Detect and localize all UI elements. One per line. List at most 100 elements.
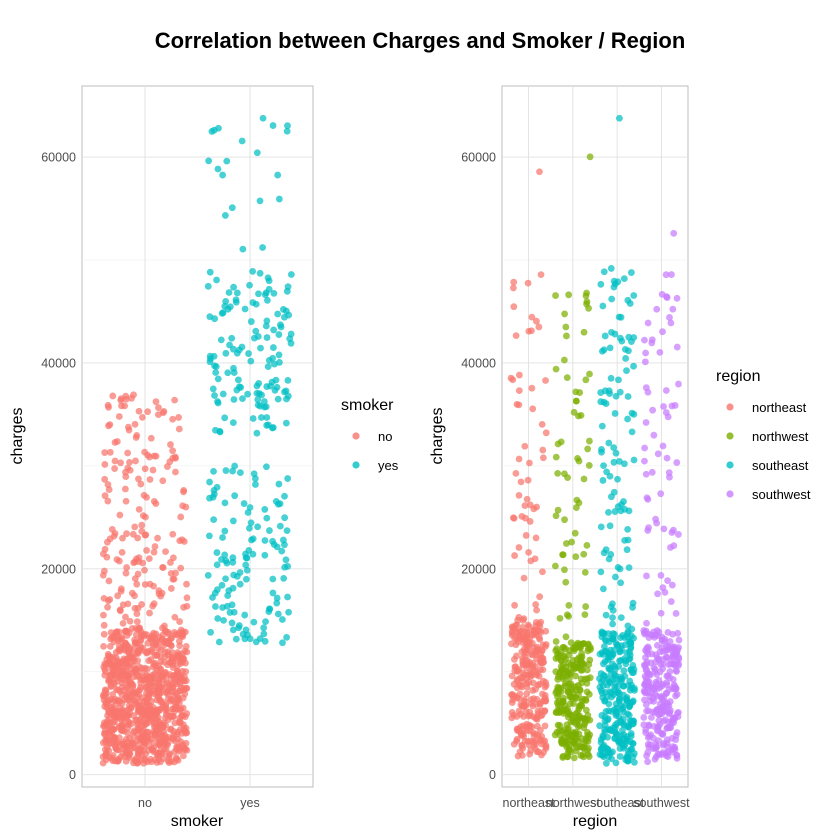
data-point [122, 395, 130, 403]
data-point [230, 571, 238, 579]
data-point [515, 387, 523, 395]
data-point [169, 691, 177, 699]
data-point [162, 706, 170, 714]
data-point [562, 323, 570, 331]
data-point [604, 749, 612, 756]
data-point [135, 475, 142, 483]
data-point [579, 661, 587, 669]
data-point [642, 349, 650, 357]
data-point [131, 604, 139, 612]
data-point [135, 407, 143, 415]
data-point [653, 706, 661, 714]
data-point [150, 548, 158, 556]
data-point [555, 687, 563, 695]
smoker-panel: 0 20000 40000 60000 no yes smoker charges sm… [9, 85, 399, 830]
data-point [171, 737, 179, 745]
data-point [559, 699, 567, 706]
data-point [610, 444, 618, 452]
data-point [651, 755, 659, 763]
data-point [532, 740, 540, 747]
data-point [102, 700, 110, 707]
data-point [133, 555, 140, 563]
data-point [658, 680, 666, 688]
data-point [654, 590, 662, 598]
data-point [669, 676, 677, 683]
data-point [105, 715, 113, 723]
data-point [582, 706, 590, 714]
data-point [601, 643, 608, 650]
region-y-tick-labels: 0 20000 40000 60000 [461, 151, 496, 783]
data-point [517, 478, 525, 486]
data-point [103, 655, 111, 663]
data-point [553, 728, 561, 736]
data-point [239, 245, 247, 253]
data-point [537, 659, 544, 667]
data-point [612, 449, 620, 457]
data-point [232, 635, 240, 643]
data-point [538, 647, 546, 655]
data-point [156, 683, 164, 690]
data-point [269, 122, 277, 129]
data-point [528, 327, 535, 335]
data-point [624, 296, 632, 304]
data-point [542, 743, 550, 751]
data-point [618, 675, 626, 683]
data-point [656, 668, 664, 676]
data-point [605, 387, 613, 395]
data-point [148, 697, 155, 705]
data-point [144, 408, 152, 416]
data-point [515, 613, 523, 621]
data-point [598, 678, 605, 686]
data-point [652, 631, 660, 639]
data-point [606, 726, 614, 734]
data-point [659, 584, 667, 592]
data-point [126, 644, 134, 651]
data-point [118, 708, 125, 716]
data-point [541, 737, 549, 745]
data-point [274, 395, 282, 403]
data-point [206, 494, 213, 502]
data-point [281, 514, 289, 522]
data-point [284, 376, 292, 384]
data-point [131, 757, 139, 765]
data-point [608, 653, 615, 661]
data-point [274, 610, 282, 618]
data-point [214, 398, 221, 405]
data-point [541, 722, 549, 730]
data-point [675, 636, 683, 644]
data-point [103, 553, 111, 561]
data-point [126, 617, 134, 625]
data-point [152, 398, 160, 406]
data-point [523, 683, 531, 691]
data-point [229, 467, 236, 475]
data-point [120, 645, 128, 653]
data-point [520, 713, 527, 720]
data-point [642, 470, 650, 478]
data-point [582, 292, 590, 300]
data-point [536, 593, 544, 601]
data-point [179, 502, 187, 510]
legend-label-northwest: northwest [752, 429, 809, 444]
data-point [261, 291, 269, 299]
data-point [565, 612, 573, 620]
data-point [597, 280, 605, 288]
data-point [667, 598, 675, 605]
data-point [259, 114, 267, 122]
data-point [264, 274, 272, 282]
data-point [563, 374, 571, 382]
data-point [170, 712, 177, 720]
data-point [625, 564, 633, 572]
data-point [100, 642, 107, 650]
data-point [515, 371, 523, 379]
data-point [665, 661, 672, 668]
data-point [511, 692, 519, 700]
data-point [641, 662, 649, 670]
data-point [231, 492, 239, 500]
data-point [126, 459, 133, 466]
data-point [537, 712, 545, 720]
data-point [139, 728, 146, 736]
data-point [577, 702, 585, 709]
data-point [599, 585, 607, 593]
data-point [230, 369, 238, 376]
